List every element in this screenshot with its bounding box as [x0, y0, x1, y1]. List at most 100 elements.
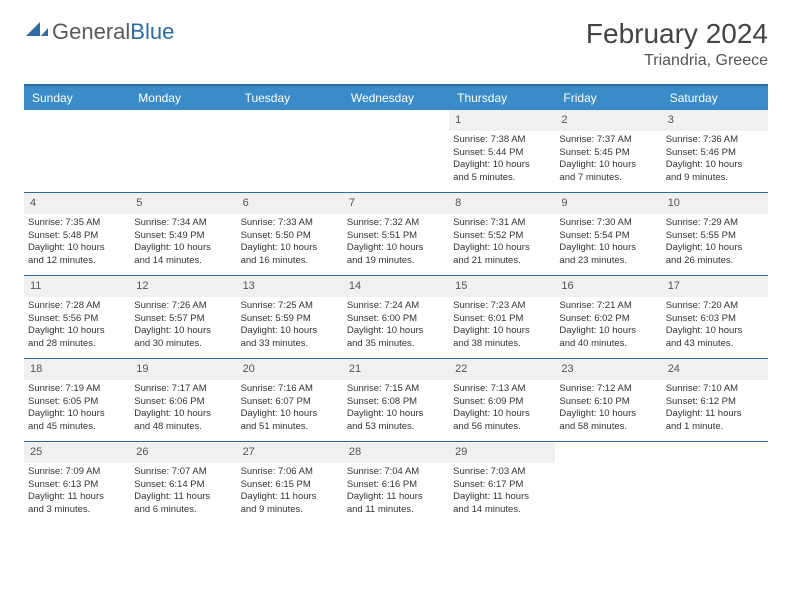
day-info-line: Sunrise: 7:07 AM: [134, 466, 232, 479]
day-cell: 8Sunrise: 7:31 AMSunset: 5:52 PMDaylight…: [449, 193, 555, 275]
day-cell: [662, 442, 768, 524]
day-info-line: and 30 minutes.: [134, 338, 232, 351]
day-number: 17: [662, 276, 768, 297]
day-number: 16: [555, 276, 661, 297]
day-cell: 18Sunrise: 7:19 AMSunset: 6:05 PMDayligh…: [24, 359, 130, 441]
day-cell: [237, 110, 343, 192]
day-info-line: Sunrise: 7:32 AM: [347, 217, 445, 230]
day-info-line: Daylight: 10 hours: [559, 325, 657, 338]
day-info-line: Daylight: 10 hours: [559, 159, 657, 172]
day-cell: 6Sunrise: 7:33 AMSunset: 5:50 PMDaylight…: [237, 193, 343, 275]
day-info-line: Daylight: 11 hours: [453, 491, 551, 504]
day-info-line: and 51 minutes.: [241, 421, 339, 434]
day-cell: 13Sunrise: 7:25 AMSunset: 5:59 PMDayligh…: [237, 276, 343, 358]
day-info-line: Daylight: 10 hours: [28, 408, 126, 421]
day-info-line: Sunrise: 7:17 AM: [134, 383, 232, 396]
day-info-line: and 35 minutes.: [347, 338, 445, 351]
day-number: 22: [449, 359, 555, 380]
day-info-line: and 40 minutes.: [559, 338, 657, 351]
day-info-line: Daylight: 10 hours: [559, 242, 657, 255]
day-info-line: Daylight: 11 hours: [347, 491, 445, 504]
day-info-line: Daylight: 10 hours: [28, 242, 126, 255]
day-cell: [24, 110, 130, 192]
day-info-line: Sunrise: 7:28 AM: [28, 300, 126, 313]
day-info-line: and 45 minutes.: [28, 421, 126, 434]
day-number: 13: [237, 276, 343, 297]
dow-label: Thursday: [449, 86, 555, 110]
day-info-line: Sunset: 6:16 PM: [347, 479, 445, 492]
day-info-line: and 48 minutes.: [134, 421, 232, 434]
day-info-line: and 23 minutes.: [559, 255, 657, 268]
day-info-line: Sunrise: 7:33 AM: [241, 217, 339, 230]
day-number: 6: [237, 193, 343, 214]
day-cell: 14Sunrise: 7:24 AMSunset: 6:00 PMDayligh…: [343, 276, 449, 358]
day-info-line: Daylight: 10 hours: [347, 325, 445, 338]
day-info-line: Sunrise: 7:04 AM: [347, 466, 445, 479]
day-info-line: Sunrise: 7:13 AM: [453, 383, 551, 396]
day-info-line: Sunset: 5:48 PM: [28, 230, 126, 243]
day-number: 5: [130, 193, 236, 214]
day-cell: 24Sunrise: 7:10 AMSunset: 6:12 PMDayligh…: [662, 359, 768, 441]
day-number: 10: [662, 193, 768, 214]
day-info-line: Daylight: 11 hours: [28, 491, 126, 504]
day-info-line: and 5 minutes.: [453, 172, 551, 185]
day-number: 18: [24, 359, 130, 380]
day-cell: 5Sunrise: 7:34 AMSunset: 5:49 PMDaylight…: [130, 193, 236, 275]
day-info-line: and 16 minutes.: [241, 255, 339, 268]
day-info-line: Sunset: 6:17 PM: [453, 479, 551, 492]
day-info-line: Sunset: 5:46 PM: [666, 147, 764, 160]
week-row: 4Sunrise: 7:35 AMSunset: 5:48 PMDaylight…: [24, 192, 768, 275]
day-info-line: Sunset: 6:10 PM: [559, 396, 657, 409]
day-cell: 11 Sunrise: 7:28 AMSunset: 5:56 PMDayligh…: [24, 276, 130, 358]
dow-label: Saturday: [662, 86, 768, 110]
day-info-line: Sunrise: 7:26 AM: [134, 300, 232, 313]
week-row: 18Sunrise: 7:19 AMSunset: 6:05 PMDayligh…: [24, 358, 768, 441]
day-info-line: Sunset: 5:45 PM: [559, 147, 657, 160]
day-cell: 3Sunrise: 7:36 AMSunset: 5:46 PMDaylight…: [662, 110, 768, 192]
day-number: 21: [343, 359, 449, 380]
day-cell: 25Sunrise: 7:09 AMSunset: 6:13 PMDayligh…: [24, 442, 130, 524]
day-info-line: and 56 minutes.: [453, 421, 551, 434]
location: Triandria, Greece: [586, 52, 768, 70]
day-cell: 9Sunrise: 7:30 AMSunset: 5:54 PMDaylight…: [555, 193, 661, 275]
day-cell: 26Sunrise: 7:07 AMSunset: 6:14 PMDayligh…: [130, 442, 236, 524]
day-cell: 29Sunrise: 7:03 AMSunset: 6:17 PMDayligh…: [449, 442, 555, 524]
day-cell: 16 Sunrise: 7:21 AMSunset: 6:02 PMDayligh…: [555, 276, 661, 358]
day-info-line: Sunrise: 7:21 AM: [559, 300, 657, 313]
day-info-line: Daylight: 10 hours: [666, 325, 764, 338]
day-info-line: Sunset: 5:59 PM: [241, 313, 339, 326]
day-info-line: Sunset: 6:09 PM: [453, 396, 551, 409]
day-info-line: and 33 minutes.: [241, 338, 339, 351]
day-cell: 12Sunrise: 7:26 AMSunset: 5:57 PMDayligh…: [130, 276, 236, 358]
day-info-line: Sunrise: 7:19 AM: [28, 383, 126, 396]
day-cell: 10Sunrise: 7:29 AMSunset: 5:55 PMDayligh…: [662, 193, 768, 275]
day-info-line: Sunrise: 7:23 AM: [453, 300, 551, 313]
day-info-line: Sunset: 6:00 PM: [347, 313, 445, 326]
day-number: 24: [662, 359, 768, 380]
day-info-line: and 21 minutes.: [453, 255, 551, 268]
day-info-line: Sunrise: 7:35 AM: [28, 217, 126, 230]
day-info-line: Sunset: 6:01 PM: [453, 313, 551, 326]
day-of-week-row: SundayMondayTuesdayWednesdayThursdayFrid…: [24, 86, 768, 110]
day-number: 1: [449, 110, 555, 131]
day-info-line: Daylight: 10 hours: [666, 242, 764, 255]
dow-label: Tuesday: [237, 86, 343, 110]
day-info-line: Sunset: 6:02 PM: [559, 313, 657, 326]
dow-label: Friday: [555, 86, 661, 110]
dow-label: Wednesday: [343, 86, 449, 110]
day-info-line: Sunset: 5:49 PM: [134, 230, 232, 243]
day-info-line: Sunrise: 7:16 AM: [241, 383, 339, 396]
day-info-line: Daylight: 11 hours: [666, 408, 764, 421]
day-info-line: Daylight: 10 hours: [28, 325, 126, 338]
day-info-line: Sunset: 6:15 PM: [241, 479, 339, 492]
day-number: 15: [449, 276, 555, 297]
day-info-line: Sunset: 6:14 PM: [134, 479, 232, 492]
day-info-line: and 53 minutes.: [347, 421, 445, 434]
week-row: 25Sunrise: 7:09 AMSunset: 6:13 PMDayligh…: [24, 441, 768, 524]
day-number: 4: [24, 193, 130, 214]
day-info-line: Sunset: 6:08 PM: [347, 396, 445, 409]
day-info-line: Sunrise: 7:06 AM: [241, 466, 339, 479]
day-number: 27: [237, 442, 343, 463]
day-info-line: Sunset: 5:56 PM: [28, 313, 126, 326]
day-number: 11: [24, 276, 130, 297]
